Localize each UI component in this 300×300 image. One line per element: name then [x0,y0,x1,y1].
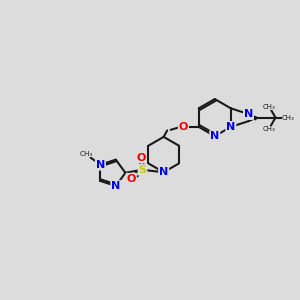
Text: N: N [244,109,253,119]
Text: N: N [159,167,168,177]
Text: CH₃: CH₃ [80,151,93,157]
Text: O: O [127,174,136,184]
Text: CH₃: CH₃ [263,103,276,109]
Text: N: N [111,181,121,191]
Text: CH₃: CH₃ [282,115,295,121]
Text: O: O [179,122,188,132]
Text: O: O [136,152,146,163]
Text: CH₃: CH₃ [263,126,276,132]
Text: N: N [96,160,105,170]
Text: N: N [210,131,219,141]
Text: S: S [139,165,146,175]
Text: N: N [226,122,236,132]
